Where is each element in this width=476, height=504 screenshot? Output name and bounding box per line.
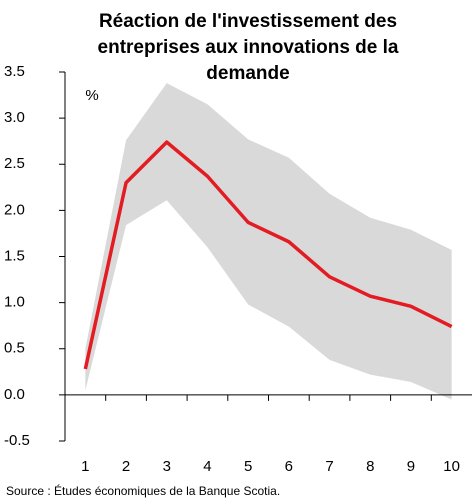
x-tick-label: 5	[244, 458, 252, 475]
y-axis-label: %	[85, 87, 98, 104]
x-tick-label: 3	[163, 458, 171, 475]
x-tick-label: 8	[366, 458, 374, 475]
y-tick-label: 2.0	[4, 201, 25, 218]
x-tick-label: 2	[122, 458, 130, 475]
x-tick-label: 10	[443, 458, 460, 475]
y-tick-label: 2.5	[4, 155, 25, 172]
line	[83, 140, 453, 370]
confidence-band	[85, 83, 452, 400]
y-tick-label: 3.0	[4, 109, 25, 126]
y-tick-label: 1.0	[4, 294, 25, 311]
chart-title: Réaction de l'investissement des entrepri…	[98, 11, 399, 84]
x-tick-label: 6	[285, 458, 293, 475]
x-tick-label: 1	[81, 458, 89, 475]
x-tick-label: 7	[325, 458, 333, 475]
y-tick-label: -0.5	[4, 432, 30, 449]
y-tick-label: 3.5	[4, 63, 25, 80]
y-tick-label: 0.5	[4, 340, 25, 357]
y-tick-label: 1.5	[4, 247, 25, 264]
source: Source : Études économiques de la Banque…	[6, 483, 280, 498]
x-tick-label: 9	[407, 458, 415, 475]
y-tick-label: 0.0	[4, 386, 25, 403]
x-tick-label: 4	[203, 458, 211, 475]
